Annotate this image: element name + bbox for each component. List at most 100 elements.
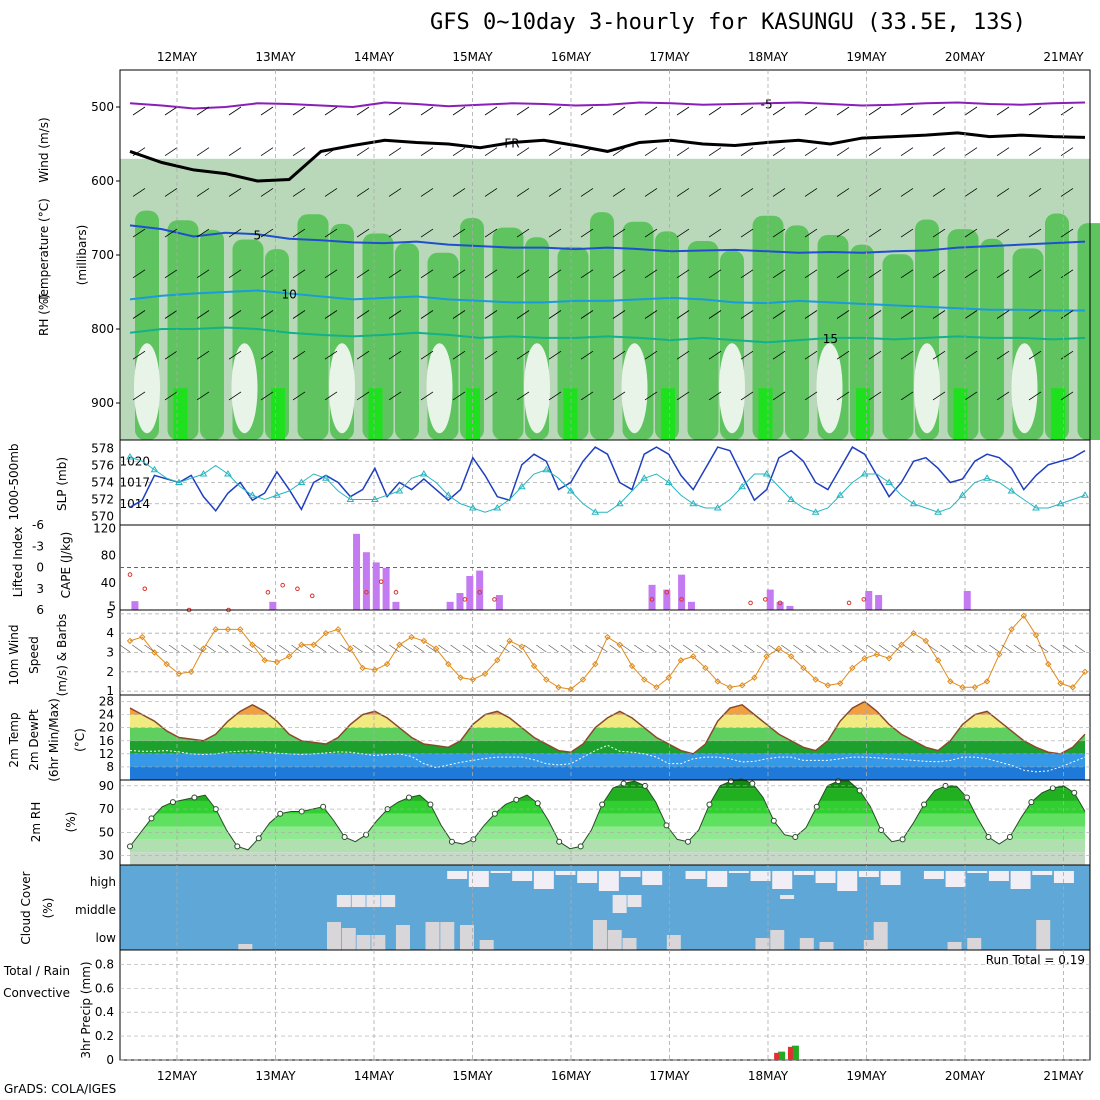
cape-bar — [269, 601, 277, 610]
rh-marker — [127, 843, 133, 850]
rh-cell-30 — [329, 343, 355, 434]
cloud-low-bar — [666, 935, 681, 950]
cloud-high-bar — [533, 871, 554, 889]
day-label-top: 17MAY — [649, 50, 690, 64]
wind-speed-marker — [1057, 680, 1064, 687]
rh-marker — [298, 808, 305, 815]
rh-marker — [320, 803, 327, 810]
li-marker — [265, 589, 271, 595]
wind-barb — [868, 310, 882, 319]
li-marker — [309, 593, 315, 599]
day-label-top: 15MAY — [452, 50, 493, 64]
wind-speed-marker — [212, 626, 219, 633]
contour-label: 5 — [254, 228, 262, 242]
wind-barb — [836, 391, 850, 401]
thickness-marker — [836, 491, 845, 498]
rh-cell-70 — [785, 225, 809, 440]
wind-barb-10m — [254, 644, 265, 653]
thickness-marker — [1081, 491, 1089, 498]
wind-barb — [804, 106, 818, 116]
wind-speed-marker — [898, 641, 905, 648]
page-title: GFS 0~10day 3-hourly for KASUNGU (33.5E,… — [430, 10, 1027, 35]
rh-marker — [556, 838, 563, 845]
wind-barb — [388, 188, 402, 197]
y-tick-label: 0.6 — [95, 981, 114, 995]
wind-speed-marker — [751, 674, 758, 681]
thickness-marker — [885, 478, 893, 485]
wind-speed-marker — [457, 674, 464, 681]
wind-barb — [548, 350, 562, 360]
y-tick-label: 578 — [91, 442, 114, 456]
wind-barb — [804, 391, 818, 401]
ylabel-lifted-index: Lifted Index — [11, 527, 25, 598]
y-tick-label: 576 — [91, 459, 114, 473]
cloud-high-bar — [685, 871, 706, 879]
rh-cell-30 — [426, 343, 453, 434]
wind-barb — [196, 269, 210, 279]
wind-barb-10m — [352, 644, 363, 653]
rh-cell-70 — [687, 240, 719, 440]
wind-barb — [452, 228, 466, 238]
cloud-low-bar — [873, 922, 888, 950]
wind-barb-10m — [156, 644, 167, 653]
rh-marker — [255, 835, 262, 842]
thickness-marker — [1032, 504, 1040, 511]
y-tick-label: 12 — [99, 747, 114, 761]
wind-barb — [964, 269, 978, 279]
rh-band — [130, 839, 1085, 853]
wind-barb — [132, 391, 146, 401]
y-tick-label: 700 — [91, 248, 114, 262]
wind-barb — [932, 106, 946, 116]
cloud-low-bar — [238, 944, 253, 950]
wind-barb-10m — [719, 644, 731, 653]
wind-barb — [868, 106, 882, 116]
wind-barb — [964, 391, 978, 401]
thickness-marker — [591, 508, 600, 515]
wind-barb — [292, 147, 306, 157]
wind-speed-marker — [481, 670, 489, 677]
wind-speed-marker — [628, 662, 636, 670]
y-tick-label: 5 — [106, 607, 114, 621]
wind-barb — [996, 228, 1010, 238]
cloud-low-bar — [479, 940, 494, 950]
run-total-label: Run Total = 0.19 — [986, 953, 1085, 967]
day-label-top: 13MAY — [255, 50, 296, 64]
li-marker — [777, 600, 783, 606]
wind-speed-marker — [224, 626, 232, 633]
thickness-marker — [713, 504, 722, 511]
ylabel-2m-temp: 2m Temp — [7, 712, 21, 767]
wind-barb — [324, 350, 338, 360]
thickness-marker — [1007, 487, 1016, 494]
li-marker — [393, 589, 399, 595]
cloud-low-bar — [341, 928, 356, 950]
ylabel-celsius: (°C) — [73, 728, 87, 752]
cloud-high-bar — [988, 871, 1009, 881]
wind-barb-10m — [499, 644, 510, 653]
wind-barb — [804, 269, 818, 279]
thickness-marker — [468, 504, 477, 511]
cloud-high-bar — [793, 871, 814, 875]
rh-cell-70 — [752, 215, 784, 440]
ylabel-10m-wind: 10m Wind — [7, 625, 21, 686]
wind-barb — [580, 391, 594, 401]
wind-barb — [516, 147, 530, 157]
wind-barb-10m — [487, 644, 498, 653]
wind-speed-marker — [469, 676, 477, 683]
cape-bar — [865, 590, 873, 610]
wind-barb-10m — [303, 644, 314, 653]
rh-marker — [963, 794, 970, 801]
wind-barb — [1060, 310, 1074, 319]
cloud-row-label: middle — [75, 903, 116, 917]
contour-label: FR — [504, 137, 519, 151]
rh-cell-30 — [524, 343, 550, 434]
wind-speed-marker — [383, 660, 391, 668]
wind-barb — [868, 350, 882, 360]
rh-bands — [130, 778, 1085, 865]
wind-barb — [420, 228, 434, 238]
thickness-line — [129, 456, 1086, 513]
y-tick-label: 20 — [99, 721, 114, 735]
upper-air-panel: -5 FR 5 10 15 — [120, 97, 1100, 441]
rh-cell-70 — [882, 254, 914, 440]
ylabel-speed: Speed — [27, 636, 41, 674]
wind-speed-marker — [1008, 626, 1015, 633]
